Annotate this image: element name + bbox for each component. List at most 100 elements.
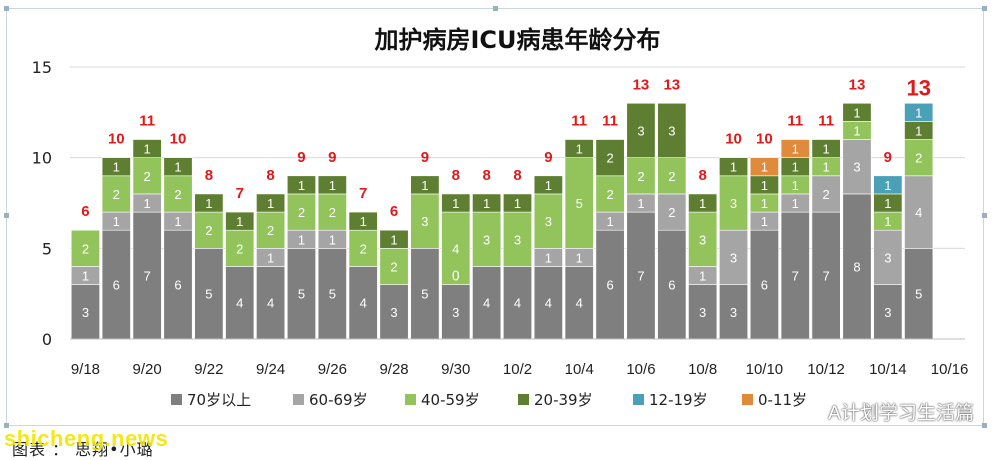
- x-tick-label: 10/8: [688, 361, 717, 378]
- bar-segment: [719, 229, 749, 285]
- legend-label: 70岁以上: [187, 391, 251, 409]
- segment-label: 5: [298, 287, 305, 302]
- bar-segment: [348, 211, 378, 231]
- bar-segment: [719, 284, 749, 340]
- segment-label: 5: [576, 196, 583, 211]
- bar-segment: [503, 266, 532, 340]
- segment-label: 2: [205, 223, 212, 238]
- resize-handle[interactable]: [4, 213, 9, 218]
- bar-segment: [564, 139, 594, 158]
- segment-label: 5: [329, 287, 336, 302]
- segment-label: 1: [329, 232, 336, 247]
- chart-title: 加护病房ICU病患年龄分布: [374, 26, 660, 54]
- total-label: 11: [602, 113, 618, 130]
- segment-label: 3: [668, 123, 675, 138]
- total-label: 13: [849, 76, 866, 93]
- segment-label: 2: [915, 151, 922, 166]
- x-tick-label: 9/28: [379, 361, 408, 378]
- segment-label: 3: [390, 305, 397, 320]
- total-label: 7: [359, 185, 367, 202]
- bar-segment: [225, 229, 255, 267]
- bar-segment: [256, 211, 286, 249]
- total-label: 6: [390, 203, 398, 220]
- resize-handle[interactable]: [982, 213, 987, 218]
- segment-label: 7: [144, 269, 151, 284]
- segment-label: 1: [360, 214, 367, 229]
- segment-label: 1: [298, 178, 305, 193]
- segment-label: 1: [113, 160, 120, 175]
- segment-label: 1: [514, 196, 521, 211]
- bar-segment: [286, 248, 316, 340]
- bar-segment: [873, 175, 903, 195]
- total-label: 9: [421, 149, 429, 166]
- segment-label: 2: [174, 187, 181, 202]
- x-tick-label: 9/26: [318, 361, 347, 378]
- bar-segment: [503, 211, 532, 267]
- segment-label: 4: [236, 296, 243, 311]
- total-label: 13: [906, 75, 930, 100]
- bar-segment: [472, 193, 502, 213]
- total-label: 8: [482, 167, 490, 184]
- bar-segment: [780, 139, 810, 158]
- x-tick-label: 9/20: [133, 361, 162, 378]
- x-tick-label: 9/18: [71, 361, 100, 378]
- y-tick-label: 15: [32, 58, 52, 77]
- resize-handle[interactable]: [982, 6, 987, 11]
- segment-label: 1: [884, 196, 891, 211]
- segment-label: 1: [174, 160, 181, 175]
- segment-label: 2: [823, 187, 830, 202]
- total-label: 8: [205, 167, 213, 184]
- bar-segment: [564, 157, 594, 249]
- bar-segment: [503, 193, 532, 213]
- segment-label: 3: [452, 305, 459, 320]
- account-name: A计划学习生活篇: [828, 402, 974, 424]
- segment-label: 3: [853, 160, 860, 175]
- segment-label: 6: [174, 278, 181, 293]
- legend-label: 0-11岁: [758, 391, 807, 409]
- segment-label: 7: [792, 269, 799, 284]
- bar-segment: [842, 102, 872, 122]
- segment-label: 3: [884, 250, 891, 265]
- segment-label: 1: [915, 123, 922, 138]
- total-label: 9: [544, 149, 552, 166]
- segment-label: 1: [637, 196, 644, 211]
- segment-label: 2: [360, 241, 367, 256]
- total-label: 8: [699, 167, 707, 184]
- total-label: 10: [756, 131, 773, 148]
- total-label: 10: [170, 131, 187, 148]
- y-tick-label: 10: [32, 149, 52, 168]
- segment-label: 1: [823, 160, 830, 175]
- segment-label: 4: [483, 296, 490, 311]
- x-tick-label: 9/22: [194, 361, 223, 378]
- segment-label: 1: [730, 160, 737, 175]
- site-watermark: shicheng.news: [4, 426, 169, 451]
- bar-segment: [317, 248, 347, 340]
- total-label: 11: [787, 113, 803, 130]
- resize-handle[interactable]: [4, 6, 9, 11]
- bar-segment: [904, 175, 934, 249]
- bar-segment: [225, 211, 255, 231]
- segment-label: 4: [360, 296, 367, 311]
- legend-swatch: [518, 394, 529, 405]
- x-tick-label: 10/6: [626, 361, 655, 378]
- total-label: 10: [108, 131, 125, 148]
- total-label: 9: [884, 149, 892, 166]
- bar-segment: [595, 175, 625, 213]
- bar-segment: [811, 139, 841, 158]
- bar-segment: [70, 284, 100, 340]
- bar-segment: [379, 229, 409, 249]
- x-tick-label: 10/10: [746, 361, 784, 378]
- bar-segment: [719, 157, 749, 177]
- segment-label: 2: [668, 169, 675, 184]
- total-label: 7: [236, 185, 244, 202]
- segment-label: 1: [699, 269, 706, 284]
- resize-handle[interactable]: [982, 423, 987, 428]
- segment-label: 3: [699, 305, 706, 320]
- bar-segment: [225, 266, 255, 340]
- bar-segment: [688, 211, 718, 267]
- segment-label: 1: [761, 196, 768, 211]
- total-label: 11: [818, 113, 834, 130]
- resize-handle[interactable]: [493, 6, 498, 11]
- bar-segment: [286, 193, 316, 231]
- resize-handle[interactable]: [4, 423, 9, 428]
